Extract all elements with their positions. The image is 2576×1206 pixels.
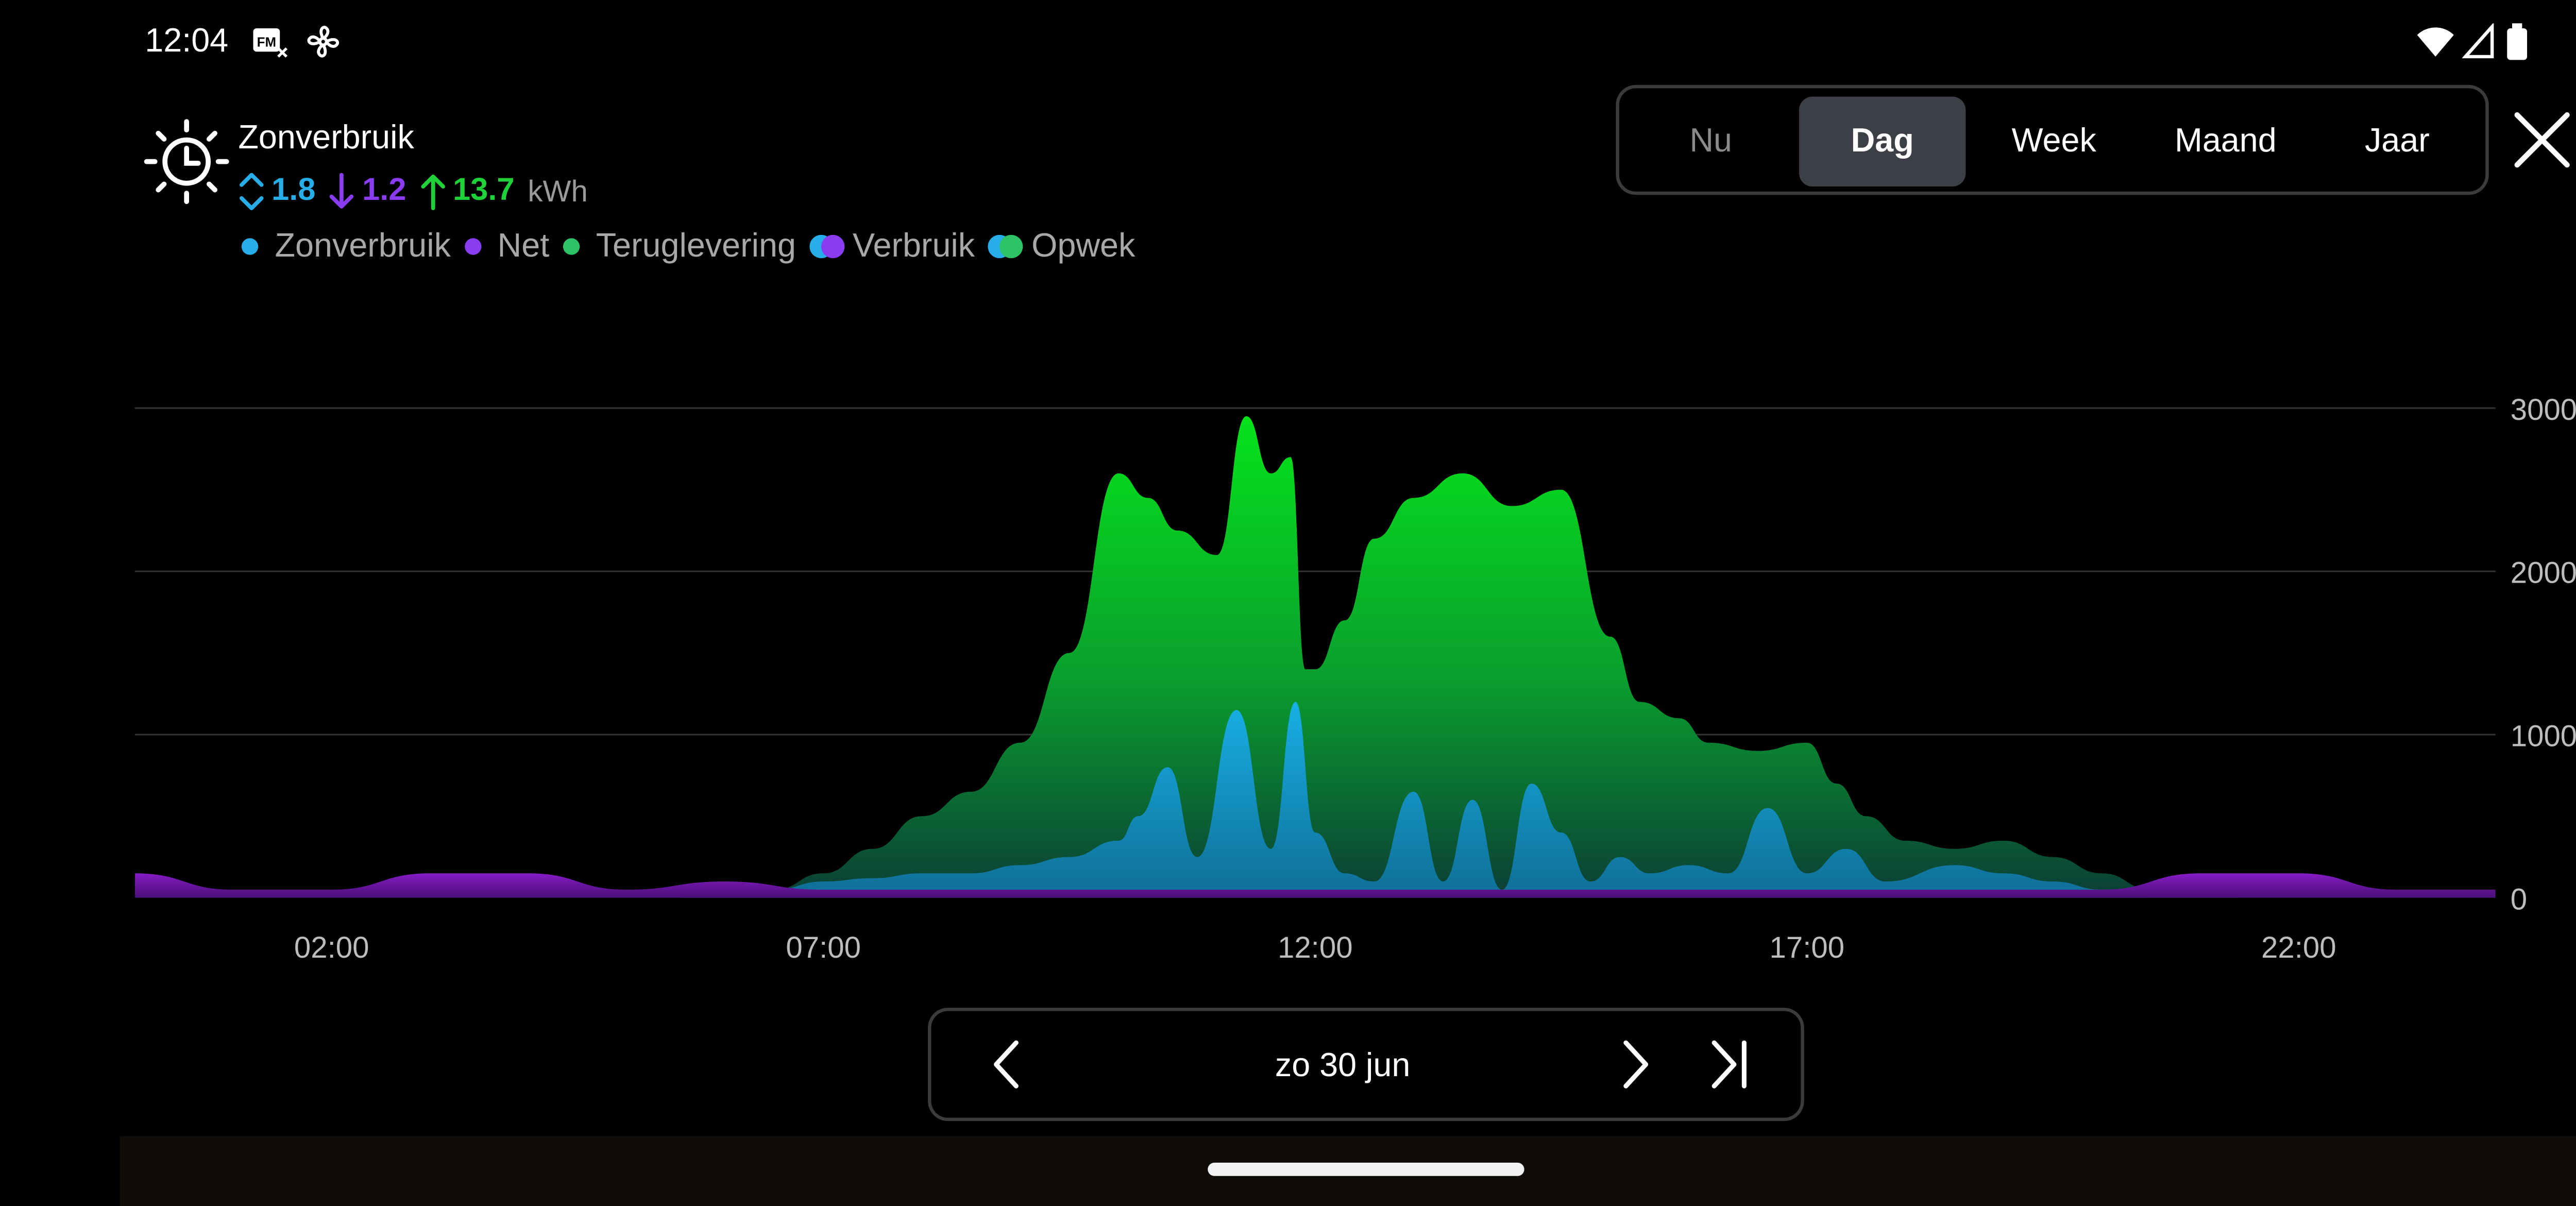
skip-to-end-icon[interactable] <box>1701 1034 1760 1094</box>
sun-clock-icon <box>144 119 229 205</box>
tab-jaar[interactable]: Jaar <box>2364 122 2430 159</box>
x-tick-label: 12:00 <box>1278 931 1353 964</box>
y-tick-label: 2000 <box>2511 556 2576 590</box>
period-selector: Nu Dag Week Maand Jaar <box>1616 84 2489 195</box>
stat-value: 13.7 <box>452 173 515 209</box>
legend-label: Opwek <box>1031 227 1136 264</box>
tab-nu[interactable]: Nu <box>1689 122 1733 159</box>
y-tick-label: 1000 <box>2511 720 2576 753</box>
y-tick-label: 3000 <box>2511 393 2576 427</box>
page-title: Zonverbruik <box>238 120 414 157</box>
arrow-down-icon <box>330 173 354 209</box>
battery-icon <box>2507 23 2528 60</box>
stat-unit: kWh <box>528 174 588 208</box>
legend-double-dot-icon <box>988 234 1023 259</box>
cellular-signal-icon <box>2462 23 2494 59</box>
double-chevron-icon <box>239 173 264 211</box>
fan-icon <box>307 26 340 58</box>
current-date[interactable]: zo 30 jun <box>1275 1047 1411 1084</box>
legend-dot-icon <box>464 238 481 255</box>
x-axis-ticks: 02:00 07:00 12:00 17:00 22:00 <box>294 931 2336 964</box>
chart-legend: Zonverbruik Net Teruglevering Verbruik O… <box>241 223 1148 270</box>
date-navigator: zo 30 jun <box>928 1008 1804 1122</box>
legend-item-opwek[interactable]: Opwek <box>988 227 1135 265</box>
legend-item-teruglevering[interactable]: Teruglevering <box>563 227 796 265</box>
tab-dag[interactable]: Dag <box>1799 96 1966 187</box>
area-net <box>134 873 2496 898</box>
summary-stats: 1.8 1.2 13.7 kWh <box>238 166 588 216</box>
chevron-left-icon[interactable] <box>978 1034 1038 1094</box>
y-tick-label: 0 <box>2511 882 2527 916</box>
legend-label: Zonverbruik <box>275 227 451 264</box>
x-tick-label: 22:00 <box>2261 931 2336 964</box>
svg-text:FM: FM <box>257 36 276 50</box>
chevron-right-icon[interactable] <box>1604 1034 1664 1094</box>
legend-label: Teruglevering <box>596 227 796 264</box>
legend-dot-icon <box>241 238 259 255</box>
legend-double-dot-icon <box>809 234 844 259</box>
energy-area-chart: 0 1000 2000 3000 02:00 07:00 12:00 17:00 22:00 <box>134 393 2576 964</box>
stat-value: 1.8 <box>272 173 316 209</box>
tab-maand[interactable]: Maand <box>2174 122 2277 159</box>
stat-opwek: 13.7 <box>419 170 515 213</box>
area-zonverbruik <box>675 702 2151 898</box>
home-gesture-handle[interactable] <box>1208 1162 1524 1176</box>
close-icon[interactable] <box>2507 105 2576 175</box>
legend-item-zonverbruik[interactable]: Zonverbruik <box>241 227 451 265</box>
legend-item-verbruik[interactable]: Verbruik <box>809 227 975 265</box>
legend-label: Verbruik <box>852 227 975 264</box>
tab-week[interactable]: Week <box>2011 122 2096 159</box>
chart-areas <box>134 416 2496 898</box>
stat-value: 1.2 <box>362 173 406 209</box>
x-tick-label: 07:00 <box>786 931 861 964</box>
stat-net: 1.2 <box>329 170 406 213</box>
x-tick-label: 02:00 <box>294 931 369 964</box>
legend-label: Net <box>497 227 550 264</box>
area-opwek <box>675 416 2250 898</box>
status-time: 12:04 <box>145 23 229 60</box>
fm-app-icon: FM <box>253 28 287 58</box>
stat-zonverbruik: 1.8 <box>238 170 315 213</box>
arrow-up-icon <box>420 174 445 211</box>
legend-dot-icon <box>563 238 580 255</box>
wifi-icon <box>2417 27 2454 57</box>
x-tick-label: 17:00 <box>1769 931 1844 964</box>
legend-item-net[interactable]: Net <box>464 227 549 265</box>
y-axis-ticks: 0 1000 2000 3000 <box>2511 393 2576 916</box>
